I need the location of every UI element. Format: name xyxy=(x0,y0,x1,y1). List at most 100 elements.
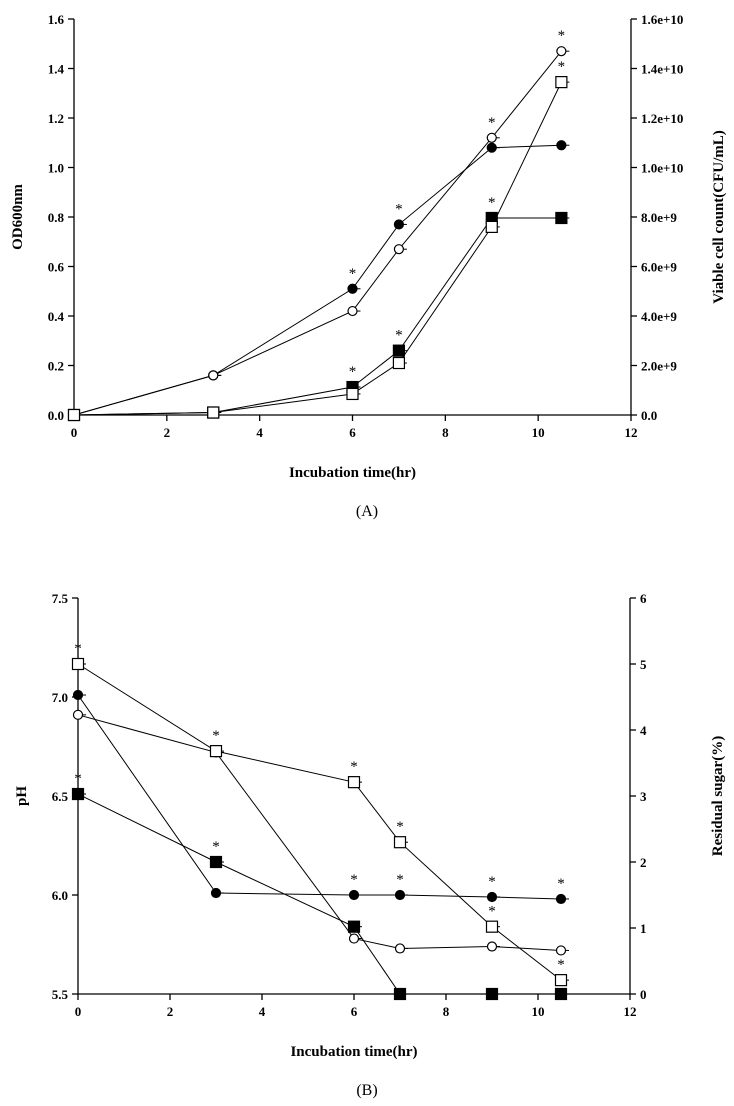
figure-caption: (B) xyxy=(356,1082,377,1099)
significance-marker: * xyxy=(212,728,220,744)
y-tick-label-left: 6.5 xyxy=(52,789,69,804)
significance-marker: * xyxy=(488,904,496,920)
x-tick-label: 6 xyxy=(351,1004,358,1019)
y-tick-label-left: 0.8 xyxy=(48,210,65,225)
significance-marker: * xyxy=(396,819,404,835)
y-tick-label-left: 7.0 xyxy=(52,690,68,705)
y-tick-label-right: 6.0e+9 xyxy=(641,260,677,275)
y-tick-label-right: 0.0 xyxy=(641,408,657,423)
data-point-open-square xyxy=(71,657,85,671)
y-tick-label-right: 4 xyxy=(640,723,647,738)
data-point-open-square xyxy=(393,836,407,849)
significance-marker: * xyxy=(557,876,565,892)
significance-marker: * xyxy=(488,115,496,131)
significance-marker: * xyxy=(74,771,82,787)
data-point-filled-square xyxy=(209,855,223,869)
y-tick-label-right: 1.2e+10 xyxy=(641,111,683,126)
x-tick-label: 8 xyxy=(442,425,449,440)
y-tick-label-right: 3 xyxy=(640,789,647,804)
data-point-filled-square xyxy=(485,987,499,1001)
significance-marker: * xyxy=(395,328,403,344)
data-point-open-square xyxy=(346,387,359,401)
data-point-filled-square xyxy=(555,211,568,225)
data-point-open-square xyxy=(207,406,220,419)
series-line-open-square xyxy=(73,81,562,416)
data-point-open-square xyxy=(347,776,361,789)
significance-marker: * xyxy=(558,59,566,75)
chart-a: 0 2 4 6 8 10 120.00.20.40.60.81.01.21.41.60.02… xyxy=(10,12,727,520)
significance-marker: * xyxy=(349,364,357,380)
x-tick-label: 12 xyxy=(624,1004,637,1019)
x-tick-label: 12 xyxy=(625,425,638,440)
significance-marker: * xyxy=(349,266,357,282)
figure-caption: (A) xyxy=(356,503,378,520)
y-tick-label-right: 6 xyxy=(640,591,647,606)
data-point-filled-circle xyxy=(347,283,358,294)
y-tick-label-right: 4.0e+9 xyxy=(641,309,677,324)
y-axis-title-right: Residual sugar(%) xyxy=(710,736,726,856)
x-tick-label: 4 xyxy=(259,1004,266,1019)
data-point-filled-circle xyxy=(393,219,405,230)
data-point-open-circle xyxy=(393,244,405,255)
data-point-open-square xyxy=(485,920,499,933)
data-point-open-circle xyxy=(72,709,84,720)
series-line-open-circle xyxy=(77,714,562,951)
data-point-open-circle xyxy=(486,132,497,143)
data-point-filled-circle xyxy=(210,887,222,899)
data-point-filled-square xyxy=(71,787,85,801)
y-tick-label-right: 8.0e+9 xyxy=(641,210,677,225)
x-tick-label: 8 xyxy=(443,1004,450,1019)
data-point-open-circle xyxy=(394,943,406,954)
data-point-filled-square xyxy=(347,920,361,933)
data-point-open-square xyxy=(554,974,568,987)
y-axis-title-left: OD600nm xyxy=(10,184,26,250)
data-point-filled-circle xyxy=(348,889,360,901)
y-tick-label-right: 0 xyxy=(640,987,647,1002)
data-point-open-circle xyxy=(555,945,567,956)
significance-marker: * xyxy=(212,839,220,855)
y-axis-title-left: pH xyxy=(14,786,30,806)
data-point-open-circle xyxy=(556,46,567,57)
x-tick-label: 10 xyxy=(532,425,545,440)
x-tick-label: 10 xyxy=(532,1004,545,1019)
y-tick-label-left: 1.2 xyxy=(48,111,64,126)
significance-marker: * xyxy=(396,872,404,888)
y-tick-label-right: 1 xyxy=(640,921,647,936)
data-point-filled-circle xyxy=(555,893,567,905)
x-tick-label: 2 xyxy=(167,1004,174,1019)
y-tick-label-left: 1.6 xyxy=(48,12,65,27)
x-tick-label: 0 xyxy=(71,425,78,440)
x-axis-title: Incubation time(hr) xyxy=(290,1044,417,1060)
y-tick-label-left: 0.0 xyxy=(48,408,64,423)
y-tick-label-right: 2 xyxy=(640,855,647,870)
series-line-filled-circle xyxy=(77,694,562,900)
data-point-filled-square xyxy=(392,344,406,357)
significance-marker: * xyxy=(488,874,496,890)
data-point-open-circle xyxy=(208,370,219,381)
data-point-open-square xyxy=(485,220,498,233)
y-tick-label-right: 2.0e+9 xyxy=(641,359,677,374)
y-tick-label-left: 0.2 xyxy=(48,359,64,374)
y-tick-label-left: 7.5 xyxy=(52,591,69,606)
x-axis-title: Incubation time(hr) xyxy=(289,465,416,481)
y-tick-label-left: 0.4 xyxy=(48,309,65,324)
data-point-open-circle xyxy=(347,305,358,317)
data-point-open-circle xyxy=(486,941,498,952)
x-tick-label: 6 xyxy=(349,425,356,440)
series-line-filled-square xyxy=(77,793,561,995)
y-tick-label-right: 1.0e+10 xyxy=(641,161,683,176)
y-tick-label-left: 0.6 xyxy=(48,260,65,275)
x-tick-label: 0 xyxy=(75,1004,82,1019)
data-point-filled-circle xyxy=(556,140,567,151)
significance-marker: * xyxy=(558,28,566,44)
significance-marker: * xyxy=(488,195,496,211)
significance-marker: * xyxy=(350,759,358,775)
significance-marker: * xyxy=(395,201,403,217)
data-point-filled-circle xyxy=(486,891,498,903)
y-tick-label-left: 6.0 xyxy=(52,888,68,903)
data-point-filled-square xyxy=(393,987,407,1001)
x-tick-label: 4 xyxy=(256,425,263,440)
y-tick-label-left: 5.5 xyxy=(52,987,69,1002)
data-point-filled-square xyxy=(554,987,568,1001)
